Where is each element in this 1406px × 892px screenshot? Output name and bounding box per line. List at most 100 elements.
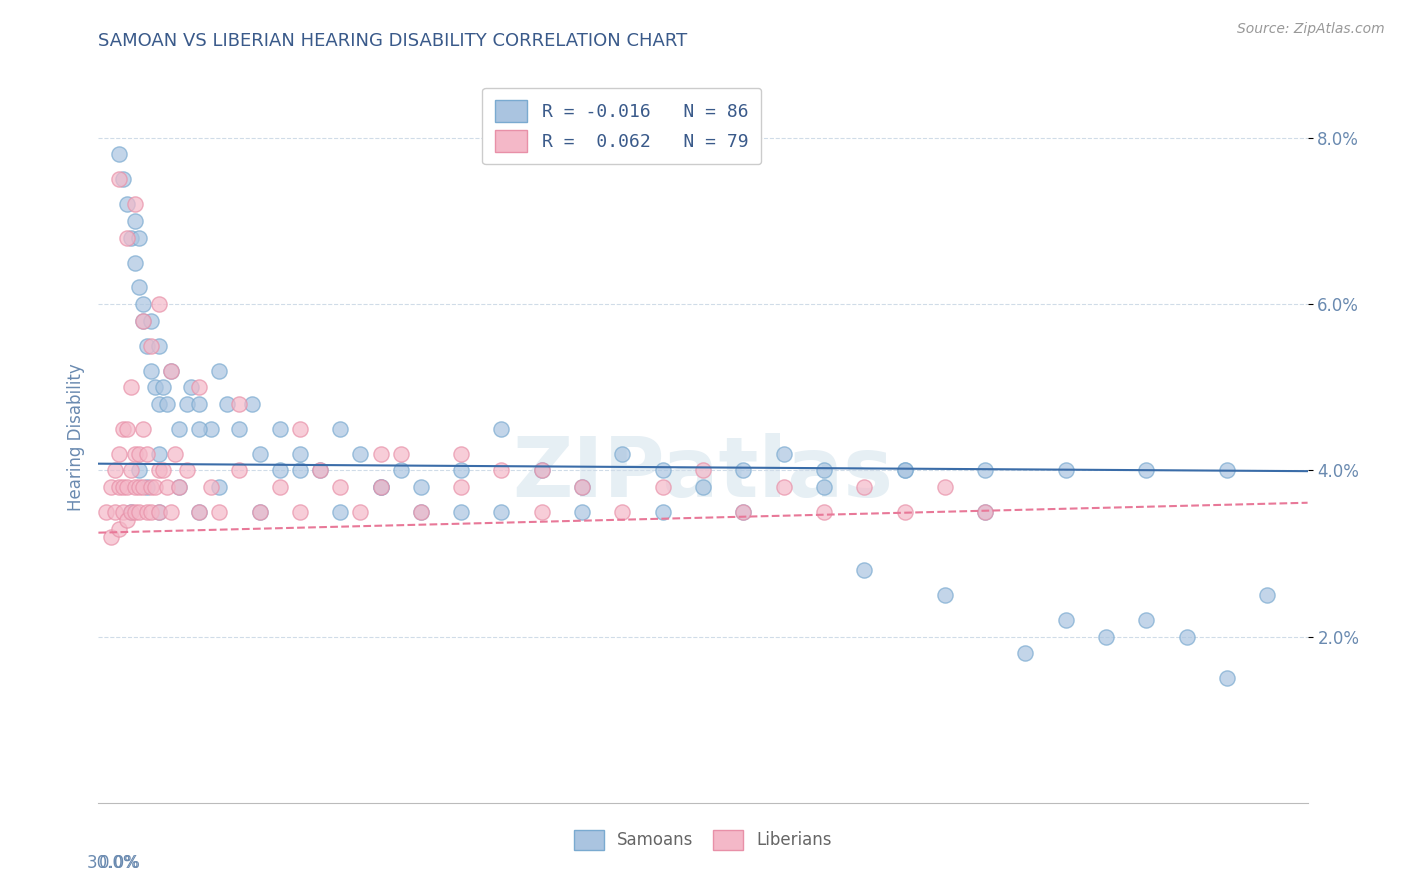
Point xyxy=(176,463,198,477)
Point xyxy=(733,505,755,519)
Point xyxy=(651,505,673,519)
Point xyxy=(409,505,432,519)
Point xyxy=(571,505,593,519)
Point xyxy=(120,380,142,394)
Point xyxy=(288,505,311,519)
Point xyxy=(188,422,211,436)
Point xyxy=(143,380,166,394)
Point xyxy=(124,214,146,228)
Point xyxy=(132,297,155,311)
Point xyxy=(530,463,553,477)
Point xyxy=(571,480,593,494)
Y-axis label: Hearing Disability: Hearing Disability xyxy=(66,363,84,511)
Point xyxy=(139,338,162,352)
Point xyxy=(228,422,250,436)
Point xyxy=(128,463,150,477)
Point xyxy=(148,505,170,519)
Text: 0.0%: 0.0% xyxy=(98,854,141,872)
Point xyxy=(249,505,271,519)
Point xyxy=(249,505,271,519)
Point xyxy=(128,505,150,519)
Point xyxy=(103,505,125,519)
Point xyxy=(1256,588,1278,602)
Point xyxy=(132,480,155,494)
Point xyxy=(120,505,142,519)
Point xyxy=(128,447,150,461)
Point xyxy=(132,314,155,328)
Point xyxy=(188,505,211,519)
Point xyxy=(329,480,352,494)
Point xyxy=(111,172,134,186)
Point xyxy=(228,397,250,411)
Point xyxy=(124,447,146,461)
Point xyxy=(103,463,125,477)
Point xyxy=(1216,671,1239,685)
Point xyxy=(188,397,211,411)
Point xyxy=(188,380,211,394)
Point xyxy=(107,172,129,186)
Point xyxy=(733,505,755,519)
Point xyxy=(974,463,997,477)
Point xyxy=(115,422,138,436)
Point xyxy=(651,480,673,494)
Point xyxy=(135,447,157,461)
Point xyxy=(329,505,352,519)
Point xyxy=(139,505,162,519)
Point xyxy=(772,480,794,494)
Point xyxy=(240,397,263,411)
Point xyxy=(1054,463,1077,477)
Point xyxy=(309,463,332,477)
Point xyxy=(893,463,915,477)
Point xyxy=(148,505,170,519)
Point xyxy=(96,505,118,519)
Point xyxy=(370,480,392,494)
Point xyxy=(111,480,134,494)
Point xyxy=(135,505,157,519)
Point xyxy=(208,480,231,494)
Point xyxy=(120,463,142,477)
Point xyxy=(370,480,392,494)
Point xyxy=(692,480,714,494)
Point xyxy=(124,480,146,494)
Point xyxy=(128,480,150,494)
Point xyxy=(111,505,134,519)
Point xyxy=(1216,463,1239,477)
Point xyxy=(309,463,332,477)
Point xyxy=(208,505,231,519)
Point xyxy=(135,338,157,352)
Point xyxy=(100,530,122,544)
Point xyxy=(167,422,190,436)
Point xyxy=(152,463,174,477)
Point xyxy=(329,422,352,436)
Point xyxy=(491,463,513,477)
Point xyxy=(107,147,129,161)
Text: 30.0%: 30.0% xyxy=(86,854,139,872)
Point xyxy=(200,480,222,494)
Point xyxy=(450,505,472,519)
Point xyxy=(893,505,915,519)
Point xyxy=(124,197,146,211)
Point xyxy=(135,480,157,494)
Point xyxy=(163,447,186,461)
Point xyxy=(160,363,183,377)
Point xyxy=(139,363,162,377)
Point xyxy=(692,463,714,477)
Point xyxy=(288,447,311,461)
Point xyxy=(107,480,129,494)
Point xyxy=(934,588,956,602)
Point xyxy=(200,422,222,436)
Point xyxy=(1135,463,1157,477)
Point xyxy=(269,480,291,494)
Text: Source: ZipAtlas.com: Source: ZipAtlas.com xyxy=(1237,22,1385,37)
Point xyxy=(1054,613,1077,627)
Point xyxy=(217,397,239,411)
Point xyxy=(128,230,150,244)
Point xyxy=(228,463,250,477)
Point xyxy=(124,505,146,519)
Text: ZIPatlas: ZIPatlas xyxy=(513,434,893,514)
Point xyxy=(450,480,472,494)
Point xyxy=(120,230,142,244)
Point xyxy=(530,505,553,519)
Point xyxy=(813,505,835,519)
Point xyxy=(115,480,138,494)
